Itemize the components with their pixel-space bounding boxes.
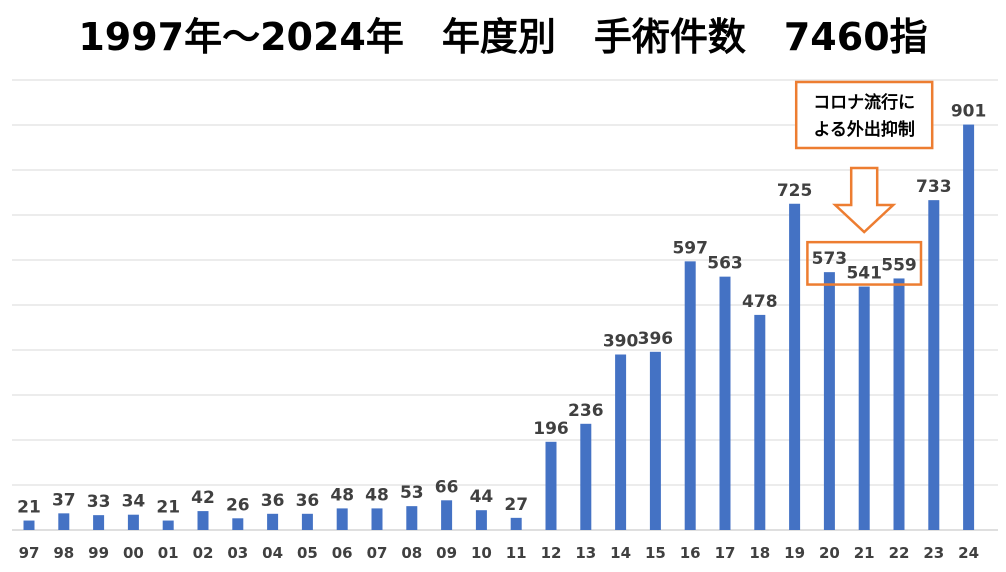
data-label-13: 236 — [568, 401, 604, 421]
tick-label-21: 21 — [854, 544, 875, 562]
bar-16 — [684, 261, 696, 530]
tick-label-16: 16 — [680, 544, 701, 562]
bar-21 — [858, 286, 870, 530]
bar-12 — [545, 441, 557, 530]
bar-03 — [232, 518, 244, 530]
callout-box — [794, 80, 934, 150]
data-label-03: 26 — [226, 495, 250, 515]
tick-label-05: 05 — [297, 544, 318, 562]
data-label-06: 48 — [330, 485, 354, 505]
data-label-16: 597 — [672, 238, 708, 258]
tick-label-99: 99 — [88, 544, 109, 562]
data-label-02: 42 — [191, 488, 215, 508]
bar-14 — [615, 354, 627, 530]
tick-label-06: 06 — [332, 544, 353, 562]
bar-01 — [162, 520, 174, 530]
data-label-99: 33 — [87, 492, 111, 512]
bar-20 — [823, 272, 835, 530]
tick-label-01: 01 — [158, 544, 179, 562]
bar-22 — [893, 278, 905, 530]
chart-title: 1997年～2024年 年度別 手術件数 7460指 — [78, 15, 928, 59]
data-label-20: 573 — [812, 249, 848, 269]
bar-08 — [406, 506, 418, 530]
data-label-15: 396 — [638, 329, 674, 349]
data-label-19: 725 — [777, 181, 813, 201]
bar-05 — [301, 513, 313, 530]
data-label-07: 48 — [365, 485, 389, 505]
bar-10 — [475, 510, 487, 530]
data-label-18: 478 — [742, 292, 778, 312]
data-label-21: 541 — [846, 264, 882, 284]
tick-label-18: 18 — [749, 544, 770, 562]
bars — [23, 124, 975, 531]
bar-99 — [93, 515, 105, 530]
tick-label-00: 00 — [123, 544, 144, 562]
bar-06 — [336, 508, 348, 530]
data-label-08: 53 — [400, 483, 424, 503]
bar-02 — [197, 511, 209, 530]
data-label-10: 44 — [470, 487, 494, 507]
x-axis-tick-labels: 97 98 99 00 01 02 03 04 05 06 07 08 09 10 11 12 13 14 15 16… — [19, 544, 979, 562]
tick-label-20: 20 — [819, 544, 840, 562]
bar-00 — [127, 514, 139, 530]
bar-09 — [441, 500, 453, 530]
bar-13 — [580, 423, 592, 530]
bar-07 — [371, 508, 383, 530]
bar-98 — [58, 513, 70, 530]
bar-15 — [649, 351, 661, 530]
tick-label-11: 11 — [506, 544, 527, 562]
data-label-98: 37 — [52, 490, 76, 510]
data-label-14: 390 — [603, 332, 639, 352]
tick-label-04: 04 — [262, 544, 283, 562]
bar-23 — [928, 200, 940, 530]
tick-label-03: 03 — [227, 544, 248, 562]
tick-label-98: 98 — [53, 544, 74, 562]
bar-18 — [754, 314, 766, 530]
tick-label-15: 15 — [645, 544, 666, 562]
tick-label-22: 22 — [889, 544, 910, 562]
data-label-09: 66 — [435, 477, 459, 497]
tick-label-19: 19 — [784, 544, 805, 562]
highlight-box — [806, 240, 923, 286]
tick-label-10: 10 — [471, 544, 492, 562]
data-label-11: 27 — [504, 495, 528, 515]
data-label-04: 36 — [261, 491, 285, 511]
bar-04 — [267, 513, 279, 530]
data-label-12: 196 — [533, 419, 569, 439]
tick-label-07: 07 — [367, 544, 388, 562]
tick-label-02: 02 — [193, 544, 214, 562]
tick-label-08: 08 — [401, 544, 422, 562]
callout-text-line: よる外出抑制 — [813, 119, 915, 140]
data-label-00: 34 — [122, 492, 146, 512]
data-label-24: 901 — [951, 102, 987, 122]
tick-label-09: 09 — [436, 544, 457, 562]
bar-11 — [510, 517, 522, 530]
callout-text-line: コロナ流行に — [813, 92, 915, 113]
data-label-22: 559 — [881, 255, 917, 275]
data-label-17: 563 — [707, 254, 743, 274]
tick-label-13: 13 — [575, 544, 596, 562]
data-label-23: 733 — [916, 177, 952, 197]
bar-19 — [789, 203, 801, 530]
tick-label-23: 23 — [923, 544, 944, 562]
down-arrow-icon — [832, 166, 897, 234]
tick-label-14: 14 — [610, 544, 631, 562]
data-label-97: 21 — [17, 498, 41, 518]
bar-17 — [719, 276, 731, 530]
bar-97 — [23, 520, 35, 530]
tick-label-24: 24 — [958, 544, 979, 562]
data-label-05: 36 — [296, 491, 320, 511]
data-label-01: 21 — [156, 498, 180, 518]
tick-label-12: 12 — [541, 544, 562, 562]
bar-24 — [963, 124, 975, 531]
tick-label-17: 17 — [715, 544, 736, 562]
tick-label-97: 97 — [19, 544, 40, 562]
